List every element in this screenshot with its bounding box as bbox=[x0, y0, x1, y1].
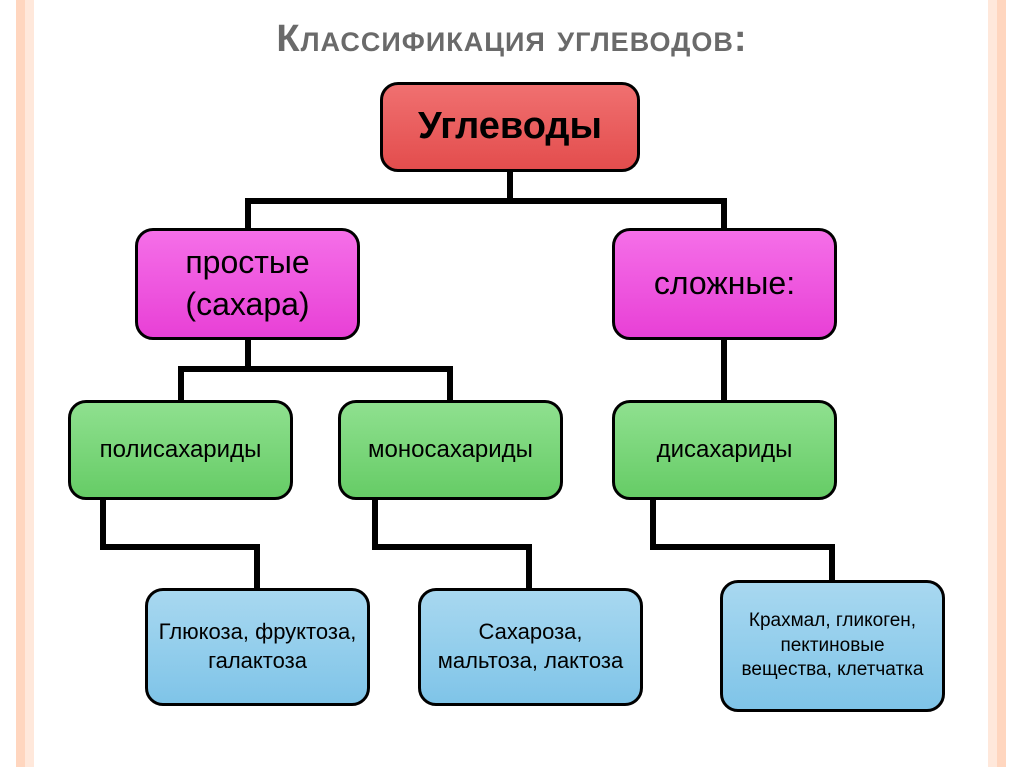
leaf-mono-label: Сахароза, мальтоза, лактоза bbox=[431, 618, 630, 675]
connector-segment bbox=[526, 544, 532, 590]
connector-segment bbox=[372, 500, 378, 550]
connector-segment bbox=[100, 500, 106, 550]
node-monosaccharides: моносахариды bbox=[338, 400, 563, 500]
leaf-starch-glycogen-pectin-fiber: Крахмал, гликоген, пектиновые вещества, … bbox=[720, 580, 945, 712]
node-disaccharides: дисахариды bbox=[612, 400, 837, 500]
connector-segment bbox=[447, 366, 453, 402]
node-simple-label: простые (сахара) bbox=[148, 242, 347, 325]
node-mono-label: моносахариды bbox=[368, 434, 533, 465]
page-title: Классификация углеводов: bbox=[0, 18, 1024, 61]
connector-segment bbox=[372, 544, 532, 550]
connector-segment bbox=[829, 544, 835, 582]
leaf-di-label: Крахмал, гликоген, пектиновые вещества, … bbox=[733, 609, 932, 683]
left-border-inner bbox=[25, 0, 34, 767]
node-complex: сложные: bbox=[612, 228, 837, 340]
node-polysaccharides: полисахариды bbox=[68, 400, 293, 500]
right-border-outer bbox=[997, 0, 1006, 767]
connector-segment bbox=[650, 500, 656, 550]
node-di-label: дисахариды bbox=[657, 434, 793, 465]
connector-segment bbox=[650, 544, 835, 550]
node-root-label: Углеводы bbox=[418, 102, 602, 151]
connector-segment bbox=[178, 366, 453, 372]
connector-segment bbox=[245, 198, 727, 204]
leaf-poly-label: Глюкоза, фруктоза, галактоза bbox=[158, 618, 357, 675]
leaf-glucose-fructose-galactose: Глюкоза, фруктоза, галактоза bbox=[145, 588, 370, 706]
connector-segment bbox=[178, 366, 184, 402]
connector-segment bbox=[721, 340, 727, 402]
node-complex-label: сложные: bbox=[654, 263, 795, 305]
left-border-outer bbox=[16, 0, 25, 767]
node-poly-label: полисахариды bbox=[100, 434, 262, 465]
leaf-sucrose-maltose-lactose: Сахароза, мальтоза, лактоза bbox=[418, 588, 643, 706]
connector-segment bbox=[721, 198, 727, 230]
connector-segment bbox=[254, 544, 260, 590]
node-simple: простые (сахара) bbox=[135, 228, 360, 340]
right-border-inner bbox=[988, 0, 997, 767]
connector-segment bbox=[245, 198, 251, 230]
node-root: Углеводы bbox=[380, 82, 640, 172]
connector-segment bbox=[100, 544, 260, 550]
